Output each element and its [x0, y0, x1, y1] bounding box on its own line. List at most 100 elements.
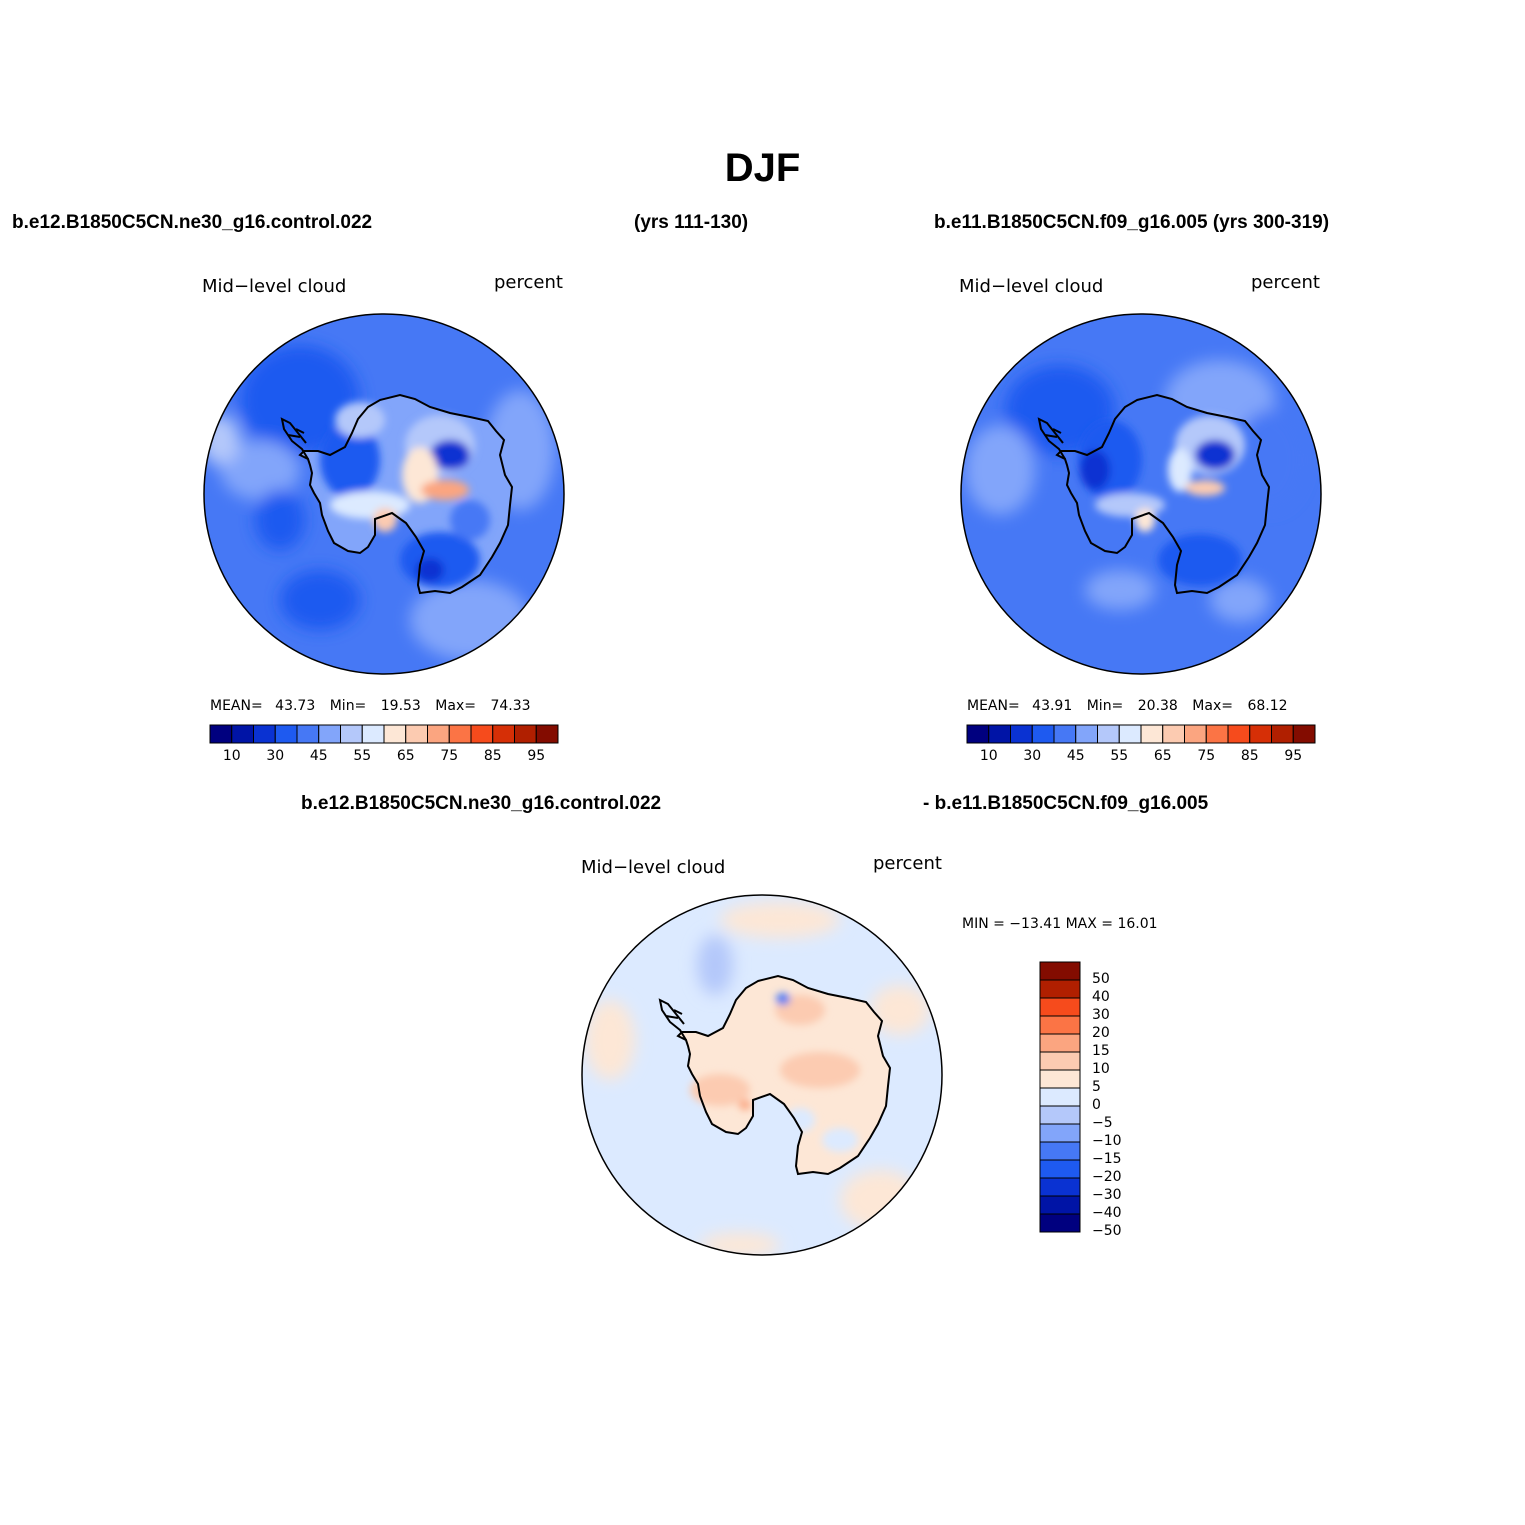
panel1-units-label: percent — [494, 272, 563, 293]
panel1-colorbar-swatch — [209, 724, 233, 744]
panel3-variable-label: Mid−level cloud — [581, 857, 726, 878]
diff-colorbar-swatch — [1039, 1141, 1081, 1161]
panel2-mean-label: MEAN= — [967, 698, 1020, 714]
diff-colorbar-tick-label: −20 — [1092, 1169, 1122, 1185]
panel2-colorbar — [966, 724, 1316, 744]
panel1-colorbar-tick-label: 75 — [440, 748, 459, 764]
panel2-colorbar-swatch — [1140, 724, 1164, 744]
diff-colorbar-tick-label: 40 — [1092, 989, 1110, 1005]
panel2-colorbar-swatch — [1162, 724, 1185, 744]
diff-colorbar-tick-label: −50 — [1092, 1223, 1122, 1239]
panel1-colorbar-swatch — [535, 724, 559, 744]
diff-colorbar-swatch — [1039, 1123, 1081, 1143]
diff-colorbar-tick-label: 30 — [1092, 1007, 1110, 1023]
panel1-colorbar-swatch — [405, 724, 428, 744]
diff-colorbar-swatch — [1039, 1051, 1081, 1071]
panel2-colorbar-swatch — [1097, 724, 1120, 744]
diff-colorbar — [1039, 961, 1081, 1233]
panel2-max-label: Max= — [1192, 698, 1233, 714]
panel2-colorbar-swatch — [1118, 724, 1142, 744]
panel1-mean-label: MEAN= — [210, 698, 263, 714]
diff-colorbar-swatch — [1039, 1087, 1081, 1107]
panel2-colorbar-swatch — [1249, 724, 1272, 744]
panel1-colorbar-swatch — [318, 724, 341, 744]
panel1-colorbar-swatch — [340, 724, 363, 744]
panel1-colorbar-swatch — [231, 724, 254, 744]
top-right-case-label: b.e11.B1850C5CN.f09_g16.005 (yrs 300-319… — [934, 212, 1330, 233]
map2-field — [961, 314, 1321, 674]
panel2-min-value: 20.38 — [1137, 698, 1178, 714]
panel1-min-value: 19.53 — [380, 698, 421, 714]
panel2-colorbar-tick-label: 65 — [1153, 748, 1172, 764]
map3 — [581, 894, 943, 1256]
diff-case-b-label: - b.e11.B1850C5CN.f09_g16.005 — [923, 793, 1209, 814]
panel2-stats: MEAN= 43.91 Min= 20.38 Max= 68.12 — [967, 698, 1288, 714]
top-left-case-label: b.e12.B1850C5CN.ne30_g16.control.022 — [12, 212, 373, 233]
panel1-colorbar-swatch — [253, 724, 276, 744]
panel1-colorbar-tick-label: 65 — [396, 748, 415, 764]
diff-colorbar-tick-label: 15 — [1092, 1043, 1110, 1059]
panel1-colorbar-swatch — [448, 724, 472, 744]
diff-colorbar-swatch — [1039, 1015, 1081, 1035]
diff-colorbar-tick-label: −30 — [1092, 1187, 1122, 1203]
diff-colorbar-swatch — [1039, 997, 1081, 1017]
panel2-colorbar-tick-label: 95 — [1284, 748, 1303, 764]
top-left-years-label: (yrs 111-130) — [634, 212, 749, 233]
panel1-colorbar-tick-label: 45 — [309, 748, 328, 764]
diff-colorbar-swatch — [1039, 1069, 1081, 1089]
panel1-min-label: Min= — [329, 698, 367, 714]
panel2-colorbar-swatch — [988, 724, 1011, 744]
panel2-colorbar-swatch — [1227, 724, 1251, 744]
panel3-units-label: percent — [873, 853, 942, 874]
panel2-colorbar-tick-label: 30 — [1023, 748, 1042, 764]
panel1-colorbar-tick-label: 85 — [483, 748, 502, 764]
map2 — [960, 313, 1322, 675]
panel2-colorbar-swatch — [1010, 724, 1033, 744]
diff-colorbar-swatch — [1039, 1195, 1081, 1215]
diff-colorbar-tick-label: 0 — [1092, 1097, 1101, 1113]
panel1-colorbar-swatch — [274, 724, 298, 744]
panel2-colorbar-tick-label: 45 — [1066, 748, 1085, 764]
diff-colorbar-tick-label: 10 — [1092, 1061, 1110, 1077]
panel1-colorbar-swatch — [361, 724, 385, 744]
panel1-colorbar-swatch — [427, 724, 450, 744]
map1 — [203, 313, 565, 675]
diff-colorbar-swatch — [1039, 1159, 1081, 1179]
panel1-colorbar-swatch — [470, 724, 494, 744]
panel1-colorbar-tick-label: 30 — [266, 748, 285, 764]
panel2-colorbar-swatch — [1031, 724, 1055, 744]
diff-colorbar-tick-label: 50 — [1092, 971, 1110, 987]
diff-colorbar-swatch — [1039, 961, 1081, 981]
panel2-colorbar-swatch — [1075, 724, 1098, 744]
panel1-colorbar-swatch — [296, 724, 320, 744]
panel2-colorbar-swatch — [1184, 724, 1207, 744]
diff-colorbar-swatch — [1039, 1177, 1081, 1197]
panel2-units-label: percent — [1251, 272, 1320, 293]
diff-colorbar-tick-label: 5 — [1092, 1079, 1101, 1095]
panel2-colorbar-swatch — [1053, 724, 1077, 744]
panel2-variable-label: Mid−level cloud — [959, 276, 1104, 297]
map3-boundary — [581, 894, 943, 1256]
panel1-colorbar-tick-label: 95 — [527, 748, 546, 764]
diff-colorbar-tick-label: −40 — [1092, 1205, 1122, 1221]
panel3-minmax: MIN = −13.41 MAX = 16.01 — [962, 916, 1158, 932]
diff-colorbar-tick-label: −5 — [1092, 1115, 1113, 1131]
panel1-mean-value: 43.73 — [275, 698, 316, 714]
panel2-colorbar-tick-label: 75 — [1197, 748, 1216, 764]
diff-colorbar-tick-label: −10 — [1092, 1133, 1122, 1149]
diff-colorbar-swatch — [1039, 1213, 1081, 1233]
diff-case-a-label: b.e12.B1850C5CN.ne30_g16.control.022 — [301, 793, 662, 814]
diff-colorbar-tick-label: 20 — [1092, 1025, 1110, 1041]
panel1-colorbar — [209, 724, 559, 744]
panel2-max-value: 68.12 — [1247, 698, 1288, 714]
panel1-variable-label: Mid−level cloud — [202, 276, 347, 297]
diff-colorbar-swatch — [1039, 1105, 1081, 1125]
map2-boundary — [960, 313, 1322, 675]
panel2-colorbar-swatch — [1292, 724, 1316, 744]
panel1-stats: MEAN= 43.73 Min= 19.53 Max= 74.33 — [210, 698, 531, 714]
map1-field — [204, 314, 564, 674]
panel1-colorbar-swatch — [514, 724, 537, 744]
panel1-colorbar-tick-label: 10 — [222, 748, 241, 764]
map3-field — [582, 895, 942, 1255]
panel2-colorbar-tick-label: 85 — [1240, 748, 1259, 764]
